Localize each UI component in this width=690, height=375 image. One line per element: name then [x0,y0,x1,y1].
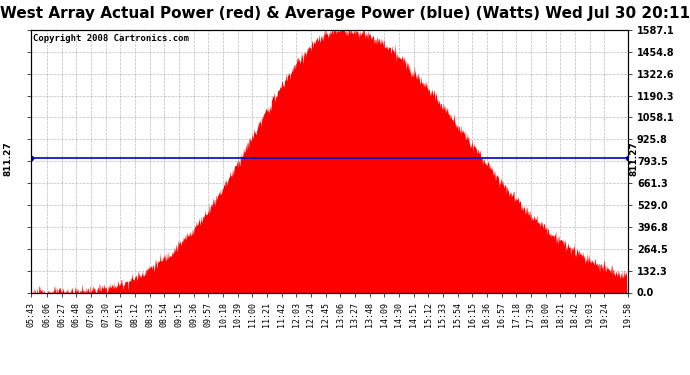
Text: West Array Actual Power (red) & Average Power (blue) (Watts) Wed Jul 30 20:11: West Array Actual Power (red) & Average … [0,6,690,21]
Text: 811.27: 811.27 [3,141,12,176]
Text: 811.27: 811.27 [630,141,639,176]
Text: Copyright 2008 Cartronics.com: Copyright 2008 Cartronics.com [33,34,189,43]
